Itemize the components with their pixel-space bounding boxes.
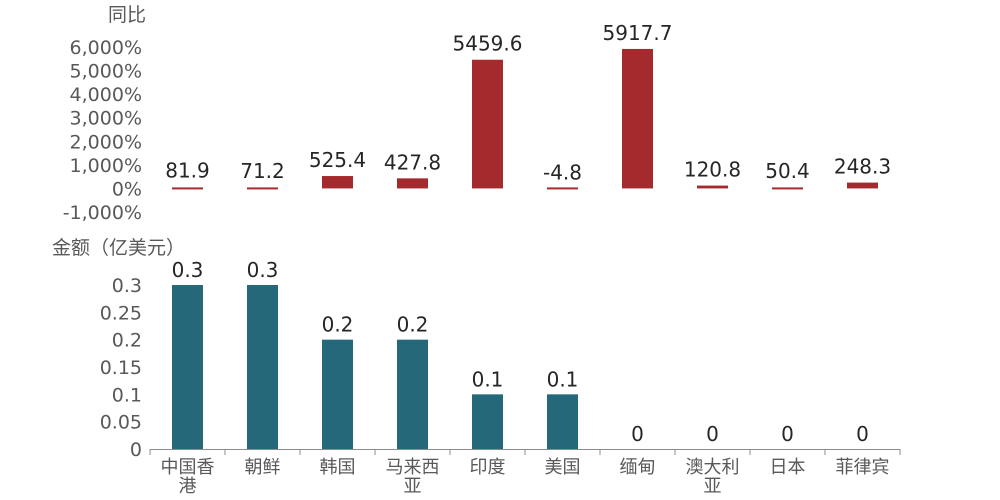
x-axis-category-label-line: 港 <box>179 476 197 497</box>
x-axis-category-label-line: 印度 <box>470 457 506 478</box>
yoy-bar <box>847 182 878 189</box>
yoy-data-label: 71.2 <box>240 159 285 183</box>
amount-data-label: 0 <box>781 422 794 446</box>
yoy-data-label: 120.8 <box>684 158 741 182</box>
x-axis-category-label-line: 韩国 <box>320 457 356 478</box>
amount-data-label: 0 <box>856 422 869 446</box>
yoy-data-label: 81.9 <box>165 158 210 182</box>
amount-data-label: 0.2 <box>322 313 354 337</box>
x-axis-category-label-line: 缅甸 <box>620 457 656 478</box>
yoy-y-tick-label: 1,000% <box>70 155 142 177</box>
yoy-bar <box>322 176 353 189</box>
yoy-bar <box>622 48 653 189</box>
amount-data-label: 0 <box>706 422 719 446</box>
yoy-data-label: 5917.7 <box>603 21 673 45</box>
x-axis-category-label-line: 亚 <box>704 476 722 497</box>
yoy-data-label: 427.8 <box>384 150 441 174</box>
amount-y-tick-label: 0.05 <box>100 412 142 434</box>
amount-data-label: 0 <box>631 422 644 446</box>
yoy-y-tick-label: -1,000% <box>63 202 142 224</box>
amount-bar <box>397 339 428 449</box>
amount-bar <box>247 285 278 449</box>
x-axis-category-label: 马来西亚 <box>386 457 440 497</box>
amount-data-label: 0.1 <box>547 367 579 391</box>
yoy-y-tick-label: 5,000% <box>70 61 142 83</box>
yoy-bar <box>397 178 428 189</box>
amount-bars <box>172 285 578 449</box>
amount-y-ticks: 0 0.05 0.1 0.15 0.2 0.25 0.3 <box>100 275 142 461</box>
x-axis-category-label-line: 朝鲜 <box>245 457 281 478</box>
x-axis-category-label: 印度 <box>470 457 506 478</box>
amount-data-label: 0.3 <box>172 258 204 282</box>
x-axis-ticks <box>149 449 901 455</box>
amount-data-label: 0.2 <box>397 313 429 337</box>
amount-panel: 金额（亿美元） 0 0.05 0.1 0.15 0.2 0.25 0.3 0.3 0.3 0.2… <box>52 237 901 497</box>
x-axis-category-label-line: 亚 <box>404 476 422 497</box>
amount-bar <box>322 339 353 449</box>
x-axis-category-label: 澳大利亚 <box>686 457 740 497</box>
amount-bar <box>172 285 203 449</box>
amount-axis-title: 金额（亿美元） <box>52 237 185 259</box>
x-axis-category-label: 朝鲜 <box>245 457 281 478</box>
yoy-bar <box>547 187 578 190</box>
yoy-data-label: 50.4 <box>765 159 810 183</box>
amount-y-tick-label: 0.2 <box>112 330 142 352</box>
amount-data-label: 0.1 <box>472 367 504 391</box>
amount-y-tick-label: 0.15 <box>100 357 142 379</box>
yoy-bar <box>697 185 728 189</box>
amount-y-tick-label: 0.25 <box>100 302 142 324</box>
x-axis-category-label: 韩国 <box>320 457 356 478</box>
x-axis-category-label-line: 菲律宾 <box>836 457 890 478</box>
yoy-bar <box>472 59 503 189</box>
x-axis-category-label: 菲律宾 <box>836 457 890 478</box>
yoy-bars <box>172 48 878 190</box>
x-axis-category-label: 缅甸 <box>620 457 656 478</box>
yoy-y-ticks: -1,000%0%1,000%2,000%3,000%4,000%5,000%6… <box>63 37 142 224</box>
x-axis-category-label: 日本 <box>770 457 806 478</box>
amount-data-labels: 0.3 0.3 0.2 0.2 0.1 0.1 0 0 0 0 <box>172 258 869 446</box>
yoy-y-tick-label: 0% <box>112 178 142 200</box>
amount-y-tick-label: 0.3 <box>112 275 142 297</box>
yoy-axis-title: 同比 <box>108 4 146 26</box>
x-axis-category-label-line: 美国 <box>545 457 581 478</box>
x-axis-category-label: 中国香港 <box>161 457 215 497</box>
amount-bar <box>472 394 503 449</box>
x-axis-category-label-line: 澳大利 <box>686 457 740 478</box>
amount-bar <box>547 394 578 449</box>
x-axis-category-label-line: 日本 <box>770 457 806 478</box>
x-axis-category-label-line: 马来西 <box>386 457 440 478</box>
yoy-data-label: 5459.6 <box>453 32 523 56</box>
yoy-y-tick-label: 2,000% <box>70 131 142 153</box>
yoy-data-labels: 81.9 71.2 525.4 427.8 5459.6 -4.8 5917.7 120.8 5… <box>165 21 891 184</box>
amount-y-tick-label: 0.1 <box>112 384 142 406</box>
x-axis-category-label-line: 中国香 <box>161 457 215 478</box>
yoy-panel: 同比 -1,000%0%1,000%2,000%3,000%4,000%5,00… <box>63 4 891 224</box>
yoy-bar <box>172 187 203 190</box>
yoy-data-label: 525.4 <box>309 148 366 172</box>
yoy-data-label: 248.3 <box>834 155 891 179</box>
yoy-data-label: -4.8 <box>543 160 582 184</box>
yoy-bar <box>772 187 803 190</box>
amount-y-tick-label: 0 <box>130 439 142 461</box>
x-axis-category-label: 美国 <box>545 457 581 478</box>
amount-data-label: 0.3 <box>247 258 279 282</box>
yoy-y-tick-label: 6,000% <box>70 37 142 59</box>
yoy-y-tick-label: 3,000% <box>70 108 142 130</box>
yoy-bar <box>247 187 278 190</box>
yoy-y-tick-label: 4,000% <box>70 84 142 106</box>
